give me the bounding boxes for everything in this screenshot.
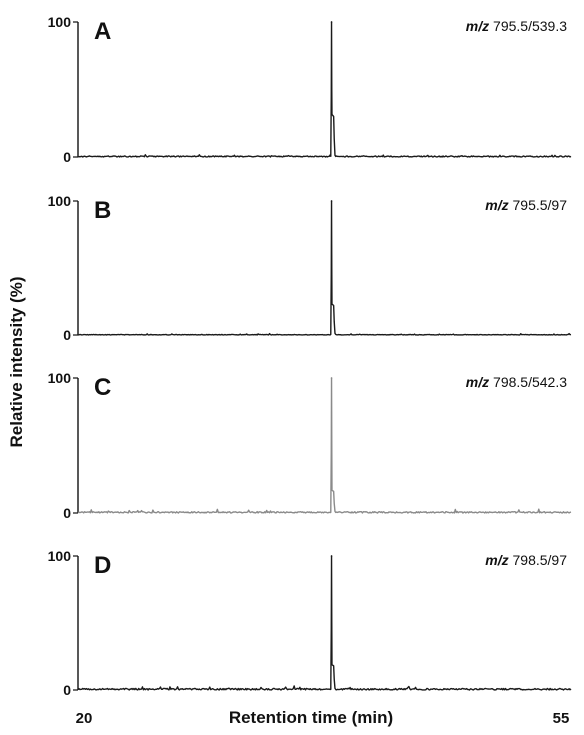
mz-value: 798.5/97 — [513, 552, 568, 568]
panel-d-peak-point — [330, 555, 333, 557]
panel-d-mz-annotation: m/z 798.5/97 — [485, 552, 567, 568]
panel-d-y-tick-label-min: 0 — [63, 682, 71, 698]
panel-d-y-tick-label-max: 100 — [48, 548, 72, 564]
panel-a-y-tick-label-max: 100 — [48, 14, 72, 30]
panel-c-trace — [77, 377, 572, 514]
mz-value: 798.5/542.3 — [493, 374, 567, 390]
panel-c-peak-point — [330, 377, 333, 379]
x-tick-label-max: 55 — [553, 710, 570, 727]
x-tick-label-min: 20 — [76, 710, 93, 727]
mz-prefix: m/z — [466, 18, 493, 34]
panel-a-label: A — [94, 18, 111, 45]
y-axis-label: Relative intensity (%) — [7, 277, 26, 448]
panel-a: 100 0 A m/z 795.5/539.3 — [48, 14, 572, 165]
mz-value: 795.5/539.3 — [493, 18, 567, 34]
panel-c: 100 0 C m/z 798.5/542.3 — [48, 370, 572, 521]
mz-prefix: m/z — [485, 552, 512, 568]
panel-a-peak-point — [330, 21, 333, 23]
panel-a-trace — [77, 21, 572, 158]
panel-d-label: D — [94, 552, 111, 579]
x-axis-label: Retention time (min) — [229, 708, 393, 727]
mz-prefix: m/z — [485, 197, 512, 213]
panel-c-y-tick-label-min: 0 — [63, 505, 71, 521]
panel-b-mz-annotation: m/z 795.5/97 — [485, 197, 567, 213]
panel-b-trace — [77, 200, 572, 336]
panel-b: 100 0 B m/z 795.5/97 — [48, 193, 572, 343]
panel-b-label: B — [94, 197, 111, 224]
panel-c-y-tick-label-max: 100 — [48, 370, 72, 386]
panel-c-label: C — [94, 374, 111, 401]
panel-a-mz-annotation: m/z 795.5/539.3 — [466, 18, 567, 34]
panel-d: 100 0 D m/z 798.5/97 — [48, 548, 572, 698]
mz-prefix: m/z — [466, 374, 493, 390]
panel-b-y-tick-label-max: 100 — [48, 193, 72, 209]
panel-c-mz-annotation: m/z 798.5/542.3 — [466, 374, 567, 390]
panel-a-y-tick-label-min: 0 — [63, 149, 71, 165]
panel-d-trace — [77, 555, 572, 691]
mz-value: 795.5/97 — [513, 197, 568, 213]
panel-b-peak-point — [330, 200, 333, 202]
panel-b-y-tick-label-min: 0 — [63, 327, 71, 343]
